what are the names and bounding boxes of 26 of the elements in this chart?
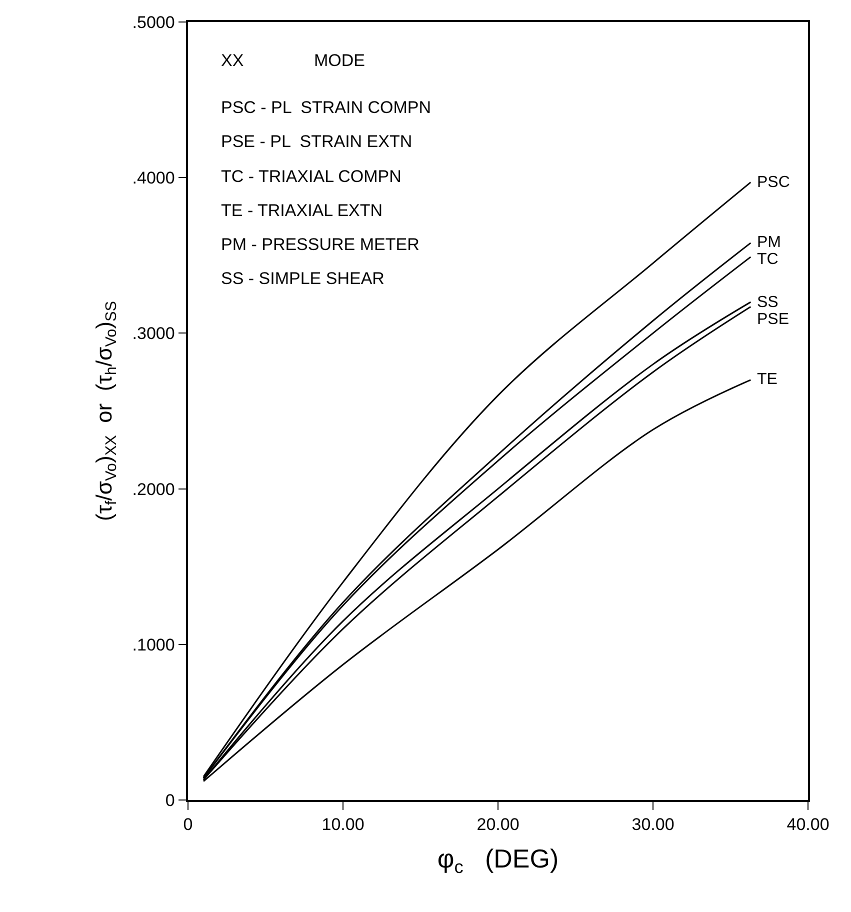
series-label: TE <box>757 371 778 388</box>
y-tick-label: 0 <box>165 790 175 810</box>
x-tick-label: 10.00 <box>322 815 364 834</box>
y-tick-label: .5000 <box>132 12 175 32</box>
annotation: SS - SIMPLE SHEAR <box>221 269 384 288</box>
x-axis-title: φ$_{c}$ (DEG) <box>437 843 559 877</box>
annotation: PSC - PL STRAIN COMPN <box>221 98 432 117</box>
annotation: MODE <box>314 51 365 70</box>
series-label: PM <box>757 234 781 251</box>
annotation: XX <box>221 51 244 70</box>
annotation: TC - TRIAXIAL COMPN <box>221 167 402 186</box>
annotation: PM - PRESSURE METER <box>221 235 420 254</box>
x-tick-label: 40.00 <box>786 815 830 834</box>
x-tick-label: 30.00 <box>632 815 674 834</box>
y-tick-label: .1000 <box>132 635 175 654</box>
series-label: TC <box>757 251 778 268</box>
y-tick-label: .3000 <box>132 324 175 344</box>
series-label: PSC <box>757 174 790 191</box>
y-tick-label: .2000 <box>132 480 175 499</box>
x-tick-label: 0 <box>183 815 193 834</box>
annotation: TE - TRIAXIAL EXTN <box>221 201 383 220</box>
y-tick-label: .4000 <box>132 168 175 188</box>
x-tick-label: 20.00 <box>476 815 520 834</box>
series-label: SS <box>757 294 778 311</box>
annotation: PSE - PL STRAIN EXTN <box>221 132 412 151</box>
series-label: PSE <box>757 311 790 328</box>
